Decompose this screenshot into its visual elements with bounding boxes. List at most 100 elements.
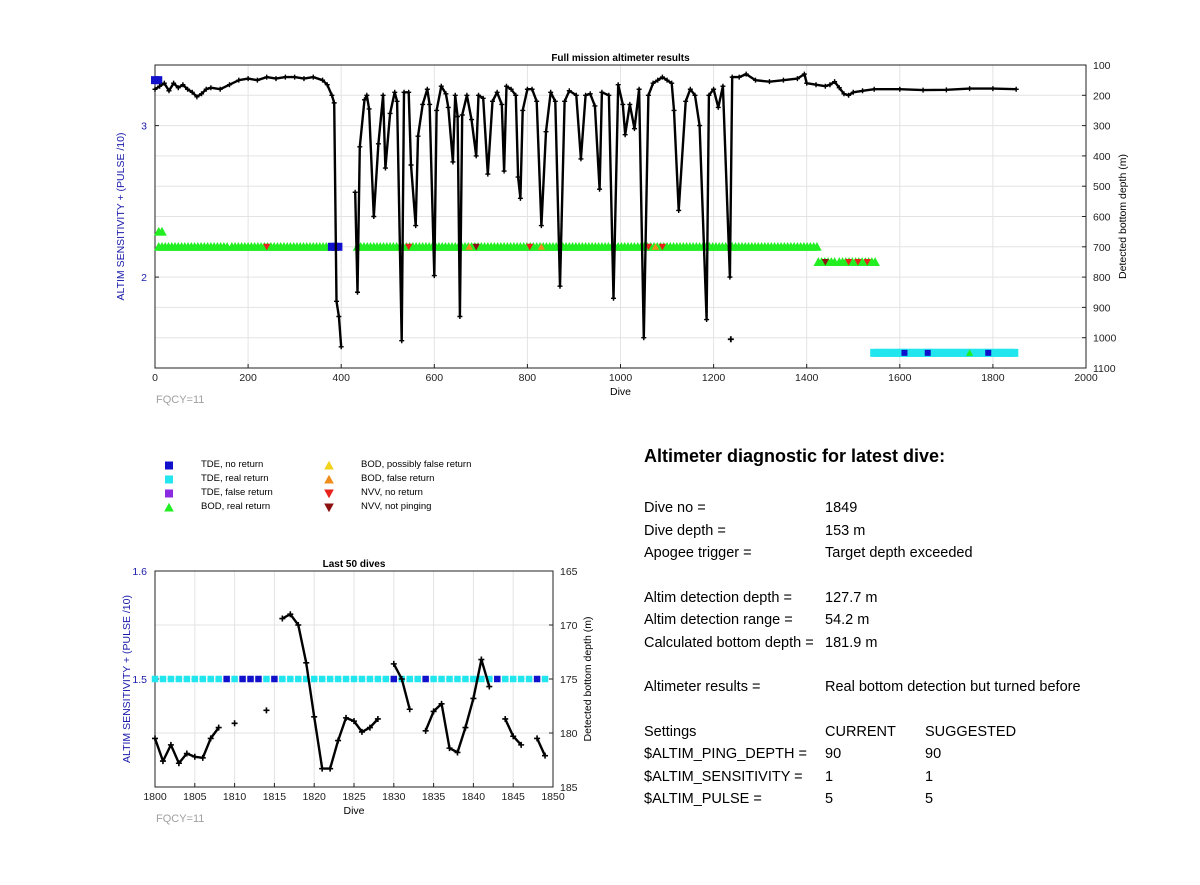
last50-sensitivity-marker [486,675,493,683]
last50-sensitivity-marker [223,675,230,683]
mission-depth-point [587,91,593,97]
last50-depth-point [430,708,437,715]
mission-depth-point [152,86,158,92]
altim-range-label: Altim detection range = [644,612,793,628]
mission-depth-point [503,83,509,89]
last50-sensitivity-marker [446,675,453,683]
mission-chart: 0 200 400 600 800 1000 1200 1400 1600 1800 2000 2 3 1… [115,53,1129,406]
last50-sensitivity-marker [470,675,477,683]
last50-depth-point [462,724,469,731]
last50-ylabel-left: ALTIM SENSITIVITY + (PULSE /10) [121,595,133,763]
mission-sensitivity-mark [263,243,271,251]
last50-ytick-right-label: 185 [560,782,578,794]
mission-depth-point [217,86,223,92]
mission-depth-point [380,92,386,98]
mission-depth-point [254,77,260,83]
mission-depth-point [548,89,554,95]
last50-sensitivity-marker [263,675,270,683]
mission-depth-point [513,92,519,98]
last50-sensitivity-marker [334,675,342,683]
last50-sensitivity-marker [271,675,278,683]
mission-depth-point [566,88,572,94]
mission-sensitivity-mark [405,243,413,251]
last50-sensitivity-marker [478,675,485,683]
last50-depth-point [454,749,461,756]
suggested-header: SUGGESTED [925,723,1017,740]
last50-sensitivity-marker [295,675,302,683]
mission-depth-point [406,89,412,95]
legend: TDE, no return TDE, real return TDE, false… [160,458,490,518]
last50-sensitivity-marker [247,675,254,683]
last50-depth-point [167,741,174,748]
legend-marker-shape [324,474,334,484]
last50-sensitivity-marker [374,675,382,683]
last50-depth-line [153,613,547,770]
mission-ytick-right-label: 100 [1093,60,1111,72]
last50-depth-point [231,720,238,727]
mission-depth-point [382,165,388,171]
last50-depth-point [502,715,509,722]
last50-sensitivity-marker [318,675,326,683]
mission-depth-point [897,86,903,92]
last50-sensitivity-marker [494,675,501,683]
legend-marker-shape [324,503,334,513]
mission-sensitivity-mark [863,258,871,266]
last50-depth-point [470,695,477,702]
mission-depth-point [641,335,647,341]
calc-bottom-label: Calculated bottom depth = [644,634,814,651]
last50-sensitivity-marker [438,675,445,683]
last50-depth-point [303,659,310,666]
mission-depth-point [273,76,279,82]
mission-depth-point [457,313,463,319]
mission-depth-point [729,74,735,80]
last50-ytick-right-label: 165 [560,566,578,578]
mission-depth-point [836,85,842,91]
last50-sensitivity-marker [302,675,310,683]
last50-sensitivity-marker [279,675,286,683]
pulse-suggested: 5 [925,791,934,807]
last50-sensitivity-marker [175,675,183,683]
mission-depth-point [860,88,866,94]
last50-sensitivity-marker [199,675,207,683]
mission-depth-point [943,87,949,93]
last50-depth-point [152,735,158,742]
mission-depth-point [804,80,810,86]
mission-sensitivity-mark [472,243,480,251]
mission-depth-point [524,86,530,92]
mission-depth-point [264,74,270,80]
last50-footnote: FQCY=11 [156,813,204,825]
mission-depth-point [334,298,340,304]
mission-depth-point [420,101,426,107]
mission-depth-point [645,92,651,98]
mission-depth-point [175,85,181,91]
mission-depth-point [920,87,926,93]
mission-depth-point [399,338,405,344]
mission-depth-point [813,82,819,88]
mission-depth-point [766,79,772,85]
mission-depth-point [331,100,337,106]
mission-title: Full mission altimeter results [551,53,690,64]
diag-row-altim-depth: Altim detection depth = 127.7 m [644,587,1184,610]
last50-depth-point [311,713,318,720]
mission-depth-point [850,89,856,95]
last50-sensitivity-marker [191,675,199,683]
last50-depth-point [438,700,445,707]
mission-depth-point [194,94,200,100]
legend-label: TDE, no return [201,459,264,470]
dive-no-label: Dive no = [644,500,706,516]
mission-depth-point [208,85,214,91]
mission-depth-point [157,83,163,89]
mission-depth-point [445,104,451,110]
mission-depth-point [236,77,242,83]
altim-range-value: 54.2 m [825,612,870,628]
mission-depth-point [371,214,377,219]
mission-sensitivity-mark [901,349,908,356]
mission-depth-point [364,92,370,98]
mission-depth-point [203,86,209,92]
mission-depth-point [1013,86,1019,92]
mission-depth-point [354,289,360,295]
last50-depth-point [175,760,182,767]
diag-row-ping-depth: $ALTIM_PING_DEPTH = 90 90 [644,743,1184,766]
mission-depth-point [485,171,491,177]
mission-sensitivity-mark [985,349,992,356]
